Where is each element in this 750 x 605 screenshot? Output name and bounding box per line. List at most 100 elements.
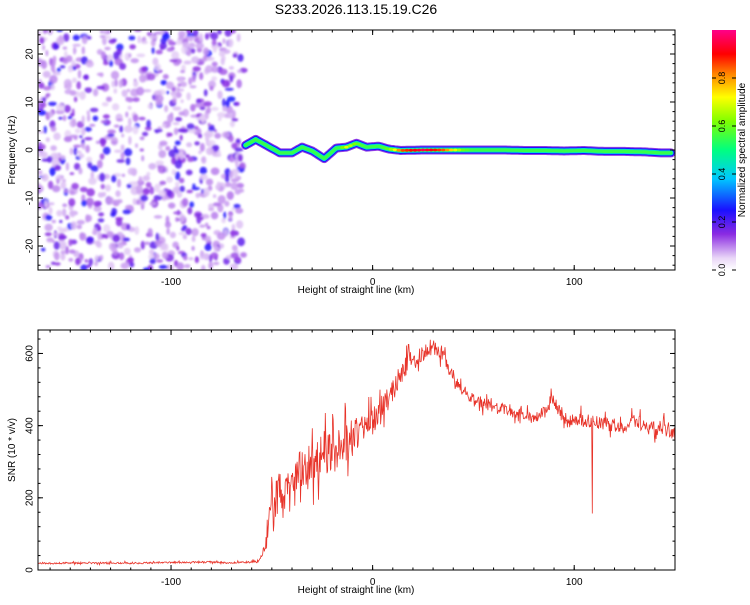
noise-blob xyxy=(105,196,115,205)
noise-blob xyxy=(186,123,195,130)
noise-blob xyxy=(73,147,78,156)
noise-blob xyxy=(160,242,167,250)
noise-blob xyxy=(63,136,73,143)
noise-blob xyxy=(228,214,233,221)
noise-blob xyxy=(97,192,104,198)
noise-blob xyxy=(111,175,117,183)
noise-blob xyxy=(192,183,196,188)
noise-blob xyxy=(126,223,131,231)
noise-blob xyxy=(236,33,241,42)
noise-blob xyxy=(159,180,167,185)
noise-blob xyxy=(72,46,77,55)
noise-blob xyxy=(211,66,219,73)
noise-blob xyxy=(60,181,67,190)
noise-blob xyxy=(95,140,101,144)
noise-blob xyxy=(68,249,76,254)
noise-blob xyxy=(156,259,164,263)
noise-blob xyxy=(62,46,68,50)
noise-blob xyxy=(112,234,121,243)
noise-blob xyxy=(155,160,164,166)
noise-blob xyxy=(120,151,125,160)
noise-blob xyxy=(51,219,57,224)
noise-blob xyxy=(79,186,88,193)
noise-blob xyxy=(199,174,208,181)
noise-blob xyxy=(85,197,94,206)
noise-blob xyxy=(185,154,190,159)
noise-blob xyxy=(158,189,167,197)
noise-blob xyxy=(94,261,99,267)
noise-blob xyxy=(69,172,75,176)
noise-blob xyxy=(133,80,139,88)
noise-blob xyxy=(125,157,131,166)
noise-blob xyxy=(67,67,74,73)
noise-blob xyxy=(60,252,66,261)
noise-blob xyxy=(146,119,152,129)
noise-blob xyxy=(136,86,145,96)
noise-blob xyxy=(175,91,182,99)
noise-blob xyxy=(217,149,221,158)
y-tick-label: 0 xyxy=(25,147,36,153)
x-tick-label: 100 xyxy=(566,577,583,588)
noise-blob xyxy=(49,75,58,84)
noise-blob xyxy=(154,94,164,103)
noise-blob xyxy=(127,167,135,175)
noise-blob xyxy=(38,153,41,157)
noise-blob xyxy=(174,159,183,169)
noise-blob xyxy=(65,215,70,220)
noise-blob xyxy=(118,79,124,88)
noise-blob xyxy=(47,30,54,36)
noise-blob xyxy=(234,101,240,106)
noise-blob xyxy=(80,264,88,270)
noise-blob xyxy=(114,78,118,87)
noise-blob xyxy=(154,240,163,245)
noise-blob xyxy=(212,45,217,53)
noise-blob xyxy=(162,74,169,80)
noise-blob xyxy=(200,233,207,238)
noise-blob xyxy=(188,257,194,261)
noise-region xyxy=(38,30,248,270)
noise-blob xyxy=(148,163,157,170)
noise-blob xyxy=(48,110,54,118)
noise-blob xyxy=(184,264,191,269)
noise-blob xyxy=(149,186,155,195)
noise-blob xyxy=(186,49,192,57)
noise-blob xyxy=(200,216,204,221)
noise-blob xyxy=(78,153,85,159)
noise-blob xyxy=(199,72,204,80)
noise-blob xyxy=(99,30,104,34)
ridge-peak xyxy=(420,148,426,152)
noise-blob xyxy=(79,135,83,139)
noise-blob xyxy=(41,97,47,103)
noise-blob xyxy=(117,241,124,249)
noise-blob xyxy=(79,91,86,100)
noise-blob xyxy=(82,143,86,150)
noise-blob xyxy=(122,237,131,242)
noise-blob xyxy=(210,252,219,260)
y-tick-label: 20 xyxy=(25,48,36,60)
noise-blob xyxy=(127,105,132,110)
noise-blob xyxy=(169,231,176,239)
y-tick-label: 200 xyxy=(25,489,36,506)
noise-blob xyxy=(177,83,182,87)
noise-blob xyxy=(154,129,163,133)
noise-blob xyxy=(172,122,180,126)
noise-blob xyxy=(58,116,63,120)
noise-blob xyxy=(104,46,111,51)
noise-blob xyxy=(130,58,139,64)
noise-blob xyxy=(191,186,200,191)
noise-blob xyxy=(141,155,145,162)
noise-blob xyxy=(196,98,202,104)
noise-blob xyxy=(208,80,216,89)
noise-blob xyxy=(208,261,214,270)
noise-blob xyxy=(132,125,139,135)
noise-blob xyxy=(126,97,133,101)
noise-blob xyxy=(211,61,218,67)
noise-blob xyxy=(59,65,66,69)
noise-blob xyxy=(99,254,104,261)
noise-blob xyxy=(56,36,65,46)
noise-blob xyxy=(121,89,128,98)
noise-blob xyxy=(108,38,116,44)
noise-blob xyxy=(56,104,65,111)
noise-blob xyxy=(74,128,81,134)
